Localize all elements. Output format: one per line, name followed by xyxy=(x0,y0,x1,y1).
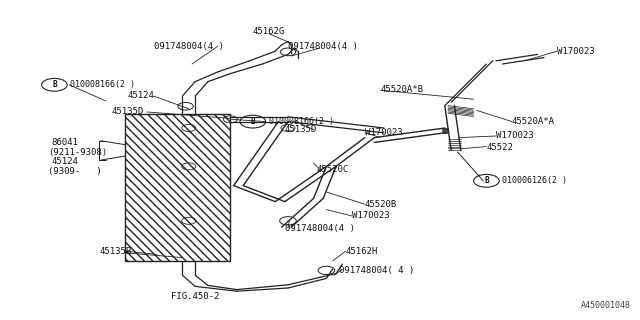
Text: W170023: W170023 xyxy=(557,47,595,56)
Text: 45162G: 45162G xyxy=(253,28,285,36)
Text: 45520A*B: 45520A*B xyxy=(381,85,424,94)
Text: 010006126(2 ): 010006126(2 ) xyxy=(502,176,568,185)
Text: 86041: 86041 xyxy=(51,138,78,147)
Text: 45135D: 45135D xyxy=(285,125,317,134)
Text: A450001048: A450001048 xyxy=(580,301,630,310)
Text: 091748004( 4 ): 091748004( 4 ) xyxy=(339,266,415,275)
Text: B: B xyxy=(484,176,489,185)
Text: 010008166(2 ): 010008166(2 ) xyxy=(70,80,136,89)
Text: FIG.450-2: FIG.450-2 xyxy=(171,292,220,301)
Text: 45162H: 45162H xyxy=(346,247,378,256)
Text: B: B xyxy=(250,117,255,126)
Text: 45124: 45124 xyxy=(51,157,78,166)
Text: 45135D: 45135D xyxy=(112,108,144,116)
Text: 45520B: 45520B xyxy=(365,200,397,209)
Text: B: B xyxy=(52,80,57,89)
Text: 45520C: 45520C xyxy=(317,165,349,174)
Text: 45135B: 45135B xyxy=(99,247,131,256)
Bar xyxy=(125,114,230,261)
Text: 45522: 45522 xyxy=(486,143,513,152)
Text: (9309-   ): (9309- ) xyxy=(48,167,102,176)
Text: W170023: W170023 xyxy=(496,132,534,140)
Text: 091748004(4 ): 091748004(4 ) xyxy=(288,42,358,51)
Text: 45124: 45124 xyxy=(128,92,155,100)
Text: 010008166(2 ): 010008166(2 ) xyxy=(269,117,334,126)
Text: W170023: W170023 xyxy=(365,128,403,137)
Text: W170023: W170023 xyxy=(352,212,390,220)
Text: (9211-9308): (9211-9308) xyxy=(48,148,107,156)
Text: 45520A*A: 45520A*A xyxy=(512,117,555,126)
Text: 091748004(4 ): 091748004(4 ) xyxy=(154,42,224,51)
Bar xyxy=(125,114,230,261)
Text: 091748004(4 ): 091748004(4 ) xyxy=(285,224,355,233)
